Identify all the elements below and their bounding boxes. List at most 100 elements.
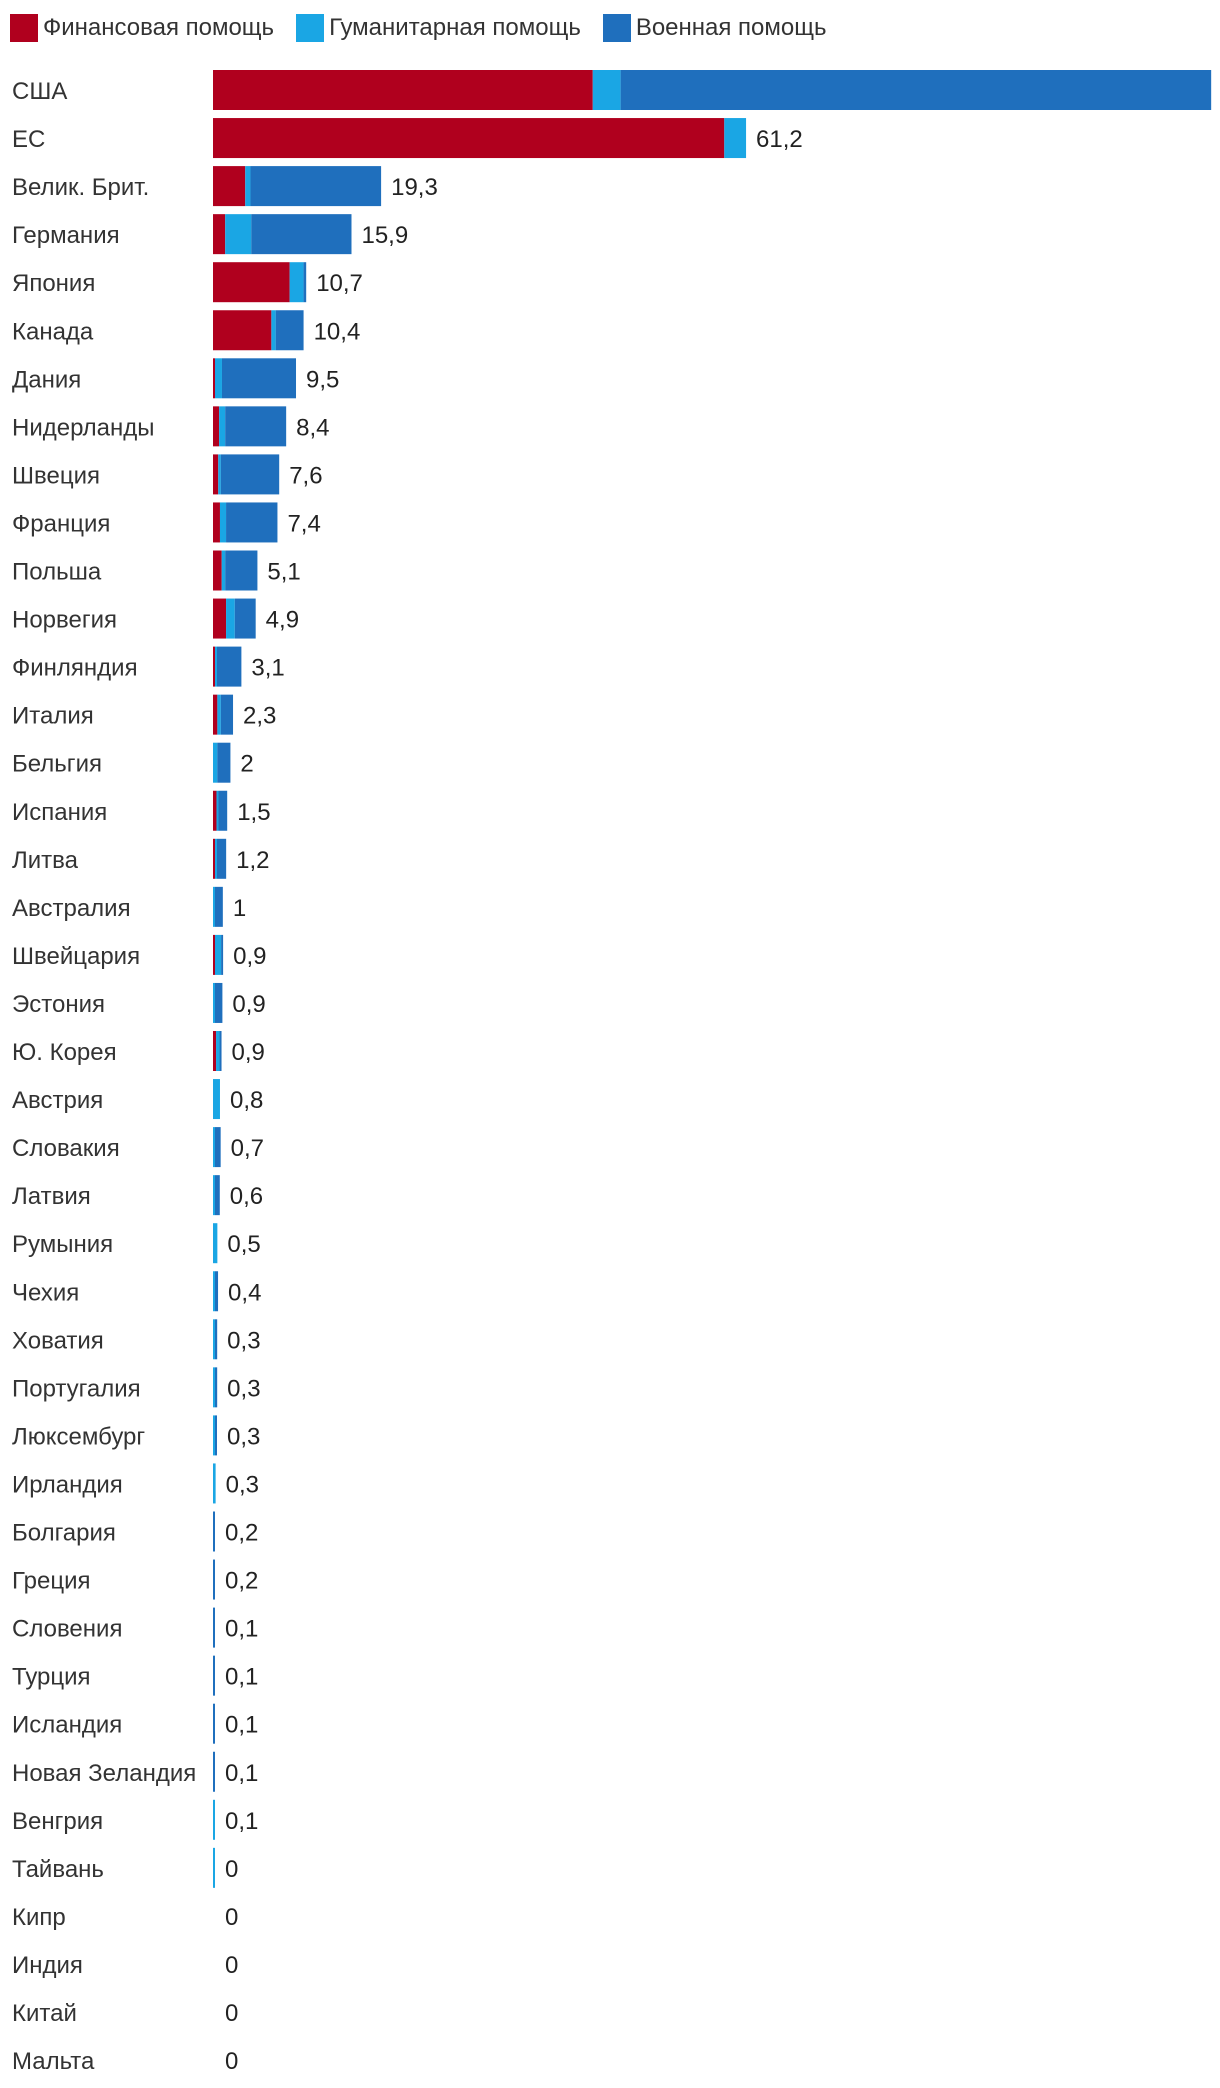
bar-row-37: Тайвань 0 xyxy=(12,1847,238,1888)
value-label: 0,3 xyxy=(227,1375,260,1402)
value-label: 0,1 xyxy=(225,1664,258,1691)
bar-segment-humanitarian xyxy=(219,406,226,447)
value-label: 0,3 xyxy=(227,1327,260,1354)
category-label: Греция xyxy=(12,1568,91,1595)
bar-segment-financial xyxy=(213,454,219,495)
bar-row-0: США114,6 xyxy=(12,70,1212,110)
bar-row-38: Кипр 0 xyxy=(12,1904,238,1931)
bar-segment-military xyxy=(221,934,224,975)
bar-row-8: Швеция 7,6 xyxy=(12,454,323,495)
bar-row-22: Словакия 0,7 xyxy=(12,1127,264,1168)
bar-segment-financial xyxy=(213,262,290,303)
value-label: 9,5 xyxy=(306,366,339,393)
category-label: Китай xyxy=(12,2000,77,2027)
bar-row-17: Австралия 1 xyxy=(12,886,246,927)
value-label: 0,1 xyxy=(225,1616,258,1643)
category-label: Ховатия xyxy=(12,1327,104,1354)
category-label: Словакия xyxy=(12,1135,120,1162)
value-label: 0 xyxy=(225,1952,238,1979)
bar-segment-humanitarian xyxy=(221,550,226,591)
bar-segment-financial xyxy=(213,214,226,255)
value-label: 1,5 xyxy=(237,799,270,826)
chart-legend: Финансовая помощь Гуманитарная помощь Во… xyxy=(10,12,849,44)
bar-row-21: Австрия 0,8 xyxy=(12,1079,263,1120)
bar-segment-military xyxy=(218,790,228,831)
value-label: 7,6 xyxy=(289,462,322,489)
bar-row-34: Исландия 0,1 xyxy=(12,1703,258,1744)
bar-segment-humanitarian xyxy=(245,166,251,207)
bar-segment-military xyxy=(213,1511,215,1552)
bar-segment-financial xyxy=(213,358,215,399)
value-label: 0,1 xyxy=(225,1712,258,1739)
bar-row-12: Финляндия 3,1 xyxy=(12,646,285,687)
bar-row-25: Чехия 0,4 xyxy=(12,1271,261,1312)
bar-segment-humanitarian xyxy=(213,1127,215,1168)
bar-segment-military xyxy=(217,742,231,783)
category-label: Испания xyxy=(12,799,107,826)
category-label: Швеция xyxy=(12,462,100,489)
bar-segment-financial xyxy=(213,502,220,543)
bar-row-36: Венгрия 0,1 xyxy=(12,1799,258,1840)
bar-segment-military xyxy=(225,406,287,447)
bar-row-33: Турция 0,1 xyxy=(12,1655,258,1696)
bar-row-9: Франция 7,4 xyxy=(12,502,321,543)
bar-segment-humanitarian xyxy=(213,1079,220,1120)
bar-segment-military xyxy=(275,310,304,351)
value-label: 5,1 xyxy=(267,559,300,586)
bar-segment-financial xyxy=(213,646,215,687)
value-label: 8,4 xyxy=(296,414,329,441)
bar-row-20: Ю. Корея 0,9 xyxy=(12,1031,265,1071)
category-label: Германия xyxy=(12,222,120,249)
bar-segment-financial xyxy=(213,838,215,879)
category-label: Велик. Брит. xyxy=(12,174,149,201)
value-label: 0,3 xyxy=(227,1423,260,1450)
bar-row-23: Латвия 0,6 xyxy=(12,1175,263,1216)
legend-label-humanitarian: Гуманитарная помощь xyxy=(329,14,581,41)
value-label: 2,3 xyxy=(243,703,276,730)
value-label: 0,9 xyxy=(232,991,265,1018)
bar-segment-humanitarian xyxy=(218,454,221,495)
bar-segment-military xyxy=(220,454,280,495)
bar-row-13: Италия 2,3 xyxy=(12,694,276,735)
value-label: 0 xyxy=(225,1904,238,1931)
category-label: Ирландия xyxy=(12,1471,123,1498)
bar-row-29: Ирландия 0,3 xyxy=(12,1463,259,1504)
bar-segment-military xyxy=(213,1703,215,1744)
bar-segment-military xyxy=(215,982,223,1023)
bar-segment-humanitarian xyxy=(215,358,222,399)
bar-row-26: Ховатия 0,3 xyxy=(12,1319,261,1360)
bar-segment-humanitarian xyxy=(271,310,276,351)
category-label: Тайвань xyxy=(12,1856,104,1883)
bar-segment-military xyxy=(215,1175,220,1216)
bar-segment-military xyxy=(620,70,1212,110)
bar-segment-humanitarian xyxy=(219,502,227,543)
bar-row-27: Португалия 0,3 xyxy=(12,1367,261,1408)
value-label: 2 xyxy=(240,751,253,778)
bar-row-35: Новая Зеландия 0,1 xyxy=(12,1751,258,1792)
bar-segment-humanitarian xyxy=(225,214,252,255)
category-label: Франция xyxy=(12,510,110,537)
legend-item-financial: Финансовая помощь xyxy=(10,14,274,42)
category-label: Новая Зеландия xyxy=(12,1760,196,1787)
bar-segment-financial xyxy=(213,1031,217,1071)
category-label: Румыния xyxy=(12,1231,113,1258)
value-label: 19,3 xyxy=(391,174,438,201)
bar-row-18: Швейцария 0,9 xyxy=(12,934,266,975)
value-label: 0,9 xyxy=(232,1039,265,1066)
category-label: Литва xyxy=(12,847,79,874)
bar-segment-humanitarian xyxy=(213,1271,215,1312)
bar-segment-humanitarian xyxy=(215,934,222,975)
bar-row-5: Канада 10,4 xyxy=(12,310,360,351)
category-label: Австрия xyxy=(12,1087,103,1114)
bar-segment-humanitarian xyxy=(213,886,215,927)
bar-segment-military xyxy=(226,502,278,543)
bar-segment-financial xyxy=(213,70,593,110)
bar-segment-humanitarian xyxy=(592,70,621,110)
bar-segment-military xyxy=(217,646,242,687)
bar-segment-military xyxy=(215,1127,221,1168)
bar-segment-humanitarian xyxy=(213,1223,218,1264)
bar-row-15: Испания 1,5 xyxy=(12,790,271,831)
bar-row-30: Болгария 0,2 xyxy=(12,1511,258,1552)
bar-segment-military xyxy=(215,1367,218,1408)
legend-label-financial: Финансовая помощь xyxy=(43,14,275,41)
